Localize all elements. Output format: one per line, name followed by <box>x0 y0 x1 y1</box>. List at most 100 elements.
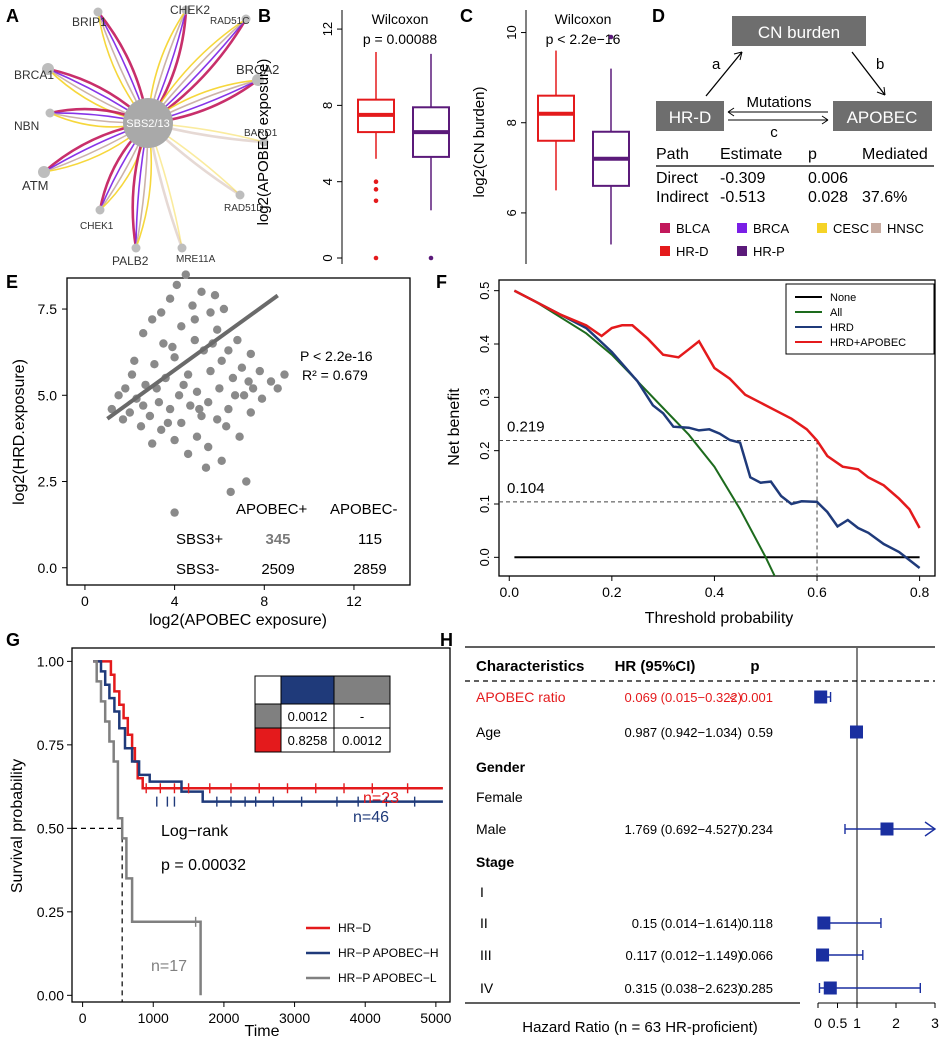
scatter-point <box>157 425 166 434</box>
pvalue-table-value: 0.0012 <box>288 709 328 724</box>
scatter-point <box>217 456 226 465</box>
y-tick-label-E: 2.5 <box>38 474 58 490</box>
row-p-value: < 0.001 <box>729 690 773 705</box>
scatter-point <box>197 287 206 296</box>
panel-letter-G: G <box>6 630 20 650</box>
y-tick-label-B: 0 <box>320 254 335 261</box>
table-header-path: Path <box>656 146 689 163</box>
x-tick-label-F: 0.2 <box>602 584 622 600</box>
y-axis-label-C: log2(CN burden) <box>471 87 488 198</box>
path-b-arrowhead <box>876 86 886 96</box>
table-cell: Indirect <box>656 189 709 206</box>
forest-ci-arrow <box>924 821 937 837</box>
row-label: APOBEC ratio <box>476 689 566 705</box>
node-hrd-label: HR-D <box>669 108 712 127</box>
x-tick-label-E: 12 <box>346 593 362 609</box>
scatter-point <box>201 463 211 472</box>
scatter-point <box>246 408 255 417</box>
x-tick-label-E: 0 <box>81 593 89 609</box>
header-characteristics: Characteristics <box>476 658 584 675</box>
row-label: I <box>480 884 484 900</box>
scatter-point <box>266 377 276 386</box>
table-header-estimate: Estimate <box>720 146 782 163</box>
path-c-arrowhead <box>821 115 829 125</box>
row-p-value: 0.59 <box>748 725 773 740</box>
forest-point <box>817 916 831 930</box>
gene-label-palb2: PALB2 <box>112 254 149 268</box>
legend-label-hrd: HRD <box>830 322 854 334</box>
pvalue-table-value: - <box>360 709 364 724</box>
y-tick-label-C: 10 <box>504 25 519 39</box>
row-label: IV <box>480 980 494 996</box>
x-tick-label-G: 5000 <box>420 1010 451 1026</box>
mutations-label: Mutations <box>746 94 811 111</box>
table-cell: 0.006 <box>808 170 848 187</box>
legend-swatch-hrd <box>660 246 670 256</box>
path-a-label: a <box>712 56 721 73</box>
legend-label-all: All <box>830 307 842 319</box>
contingency-col-apobec-neg: APOBEC- <box>330 501 398 518</box>
scatter-point <box>168 342 177 352</box>
gene-node-atm <box>38 166 50 178</box>
path-b-label: b <box>876 56 884 73</box>
node-hrd <box>656 101 724 131</box>
scatter-point <box>242 477 251 486</box>
pvalue-table-cell <box>333 703 391 729</box>
scatter-point <box>192 432 202 441</box>
y-tick-label-G: 0.25 <box>37 904 64 920</box>
row-hr-ci: 1.769 (0.692−4.527) <box>625 822 742 837</box>
y-axis-label-F: Net benefit <box>446 388 463 466</box>
y-tick-label-B: 8 <box>320 102 335 109</box>
legend-swatch-brca <box>737 223 747 233</box>
table-cell: -0.513 <box>720 189 765 206</box>
scatter-point <box>148 315 157 324</box>
node-apobec-label: APOBEC <box>847 108 918 127</box>
scatter-point <box>210 291 220 300</box>
x-axis-label-G: Time <box>245 1023 280 1040</box>
row-label: III <box>480 947 492 963</box>
legend-swatch-hnsc <box>871 223 881 233</box>
scatter-point <box>192 387 202 396</box>
scatter-point <box>217 356 226 365</box>
scatter-point <box>170 435 179 445</box>
forest-x-tick-label: 1 <box>853 1015 861 1031</box>
test-name-B: Wilcoxon <box>372 11 429 27</box>
scatter-point <box>228 373 238 383</box>
scatter-point <box>197 411 206 421</box>
scatter-point <box>195 404 204 414</box>
table-cell: Direct <box>656 170 698 187</box>
y-tick-label-F: 0.4 <box>477 335 492 353</box>
contingency-cell: 345 <box>265 531 290 548</box>
box-hr-d <box>537 94 575 142</box>
scatter-point <box>141 380 150 390</box>
legend-label-hrdapobec: HRD+APOBEC <box>830 337 906 349</box>
box-outlier-hr-d <box>373 198 379 204</box>
contingency-cell: 115 <box>358 531 382 548</box>
contingency-cell: 2509 <box>261 561 294 578</box>
scatter-point <box>235 432 244 441</box>
panel-letter-B: B <box>258 6 271 26</box>
n-label-apobec-h: n=46 <box>353 809 389 826</box>
table-cell: 0.028 <box>808 189 848 206</box>
node-cn-burden-label: CN burden <box>758 23 840 42</box>
scatter-point <box>163 418 173 428</box>
gene-label-atm: ATM <box>22 178 48 193</box>
hub-label: SBS2/13 <box>126 118 169 130</box>
scatter-point <box>190 335 199 345</box>
gene-label-mre11a: MRE11A <box>176 254 216 265</box>
scatter-point <box>121 384 130 393</box>
header-hr: HR (95%CI) <box>615 658 696 675</box>
legend-swatch-cesc <box>817 223 827 233</box>
curve-hrd <box>513 289 921 569</box>
p-value-B: p = 0.00088 <box>363 31 438 47</box>
pvalue-table-cell <box>254 675 282 705</box>
scatter-point <box>239 391 249 400</box>
scatter-point <box>246 349 255 359</box>
legend-label-brca: BRCA <box>753 221 789 236</box>
row-label: Stage <box>476 854 514 870</box>
x-tick-label-F: 0.4 <box>705 584 725 600</box>
box-outlier-hr-p <box>608 34 614 40</box>
row-label: II <box>480 915 488 931</box>
scatter-point <box>190 315 199 324</box>
scatter-point <box>139 401 148 410</box>
